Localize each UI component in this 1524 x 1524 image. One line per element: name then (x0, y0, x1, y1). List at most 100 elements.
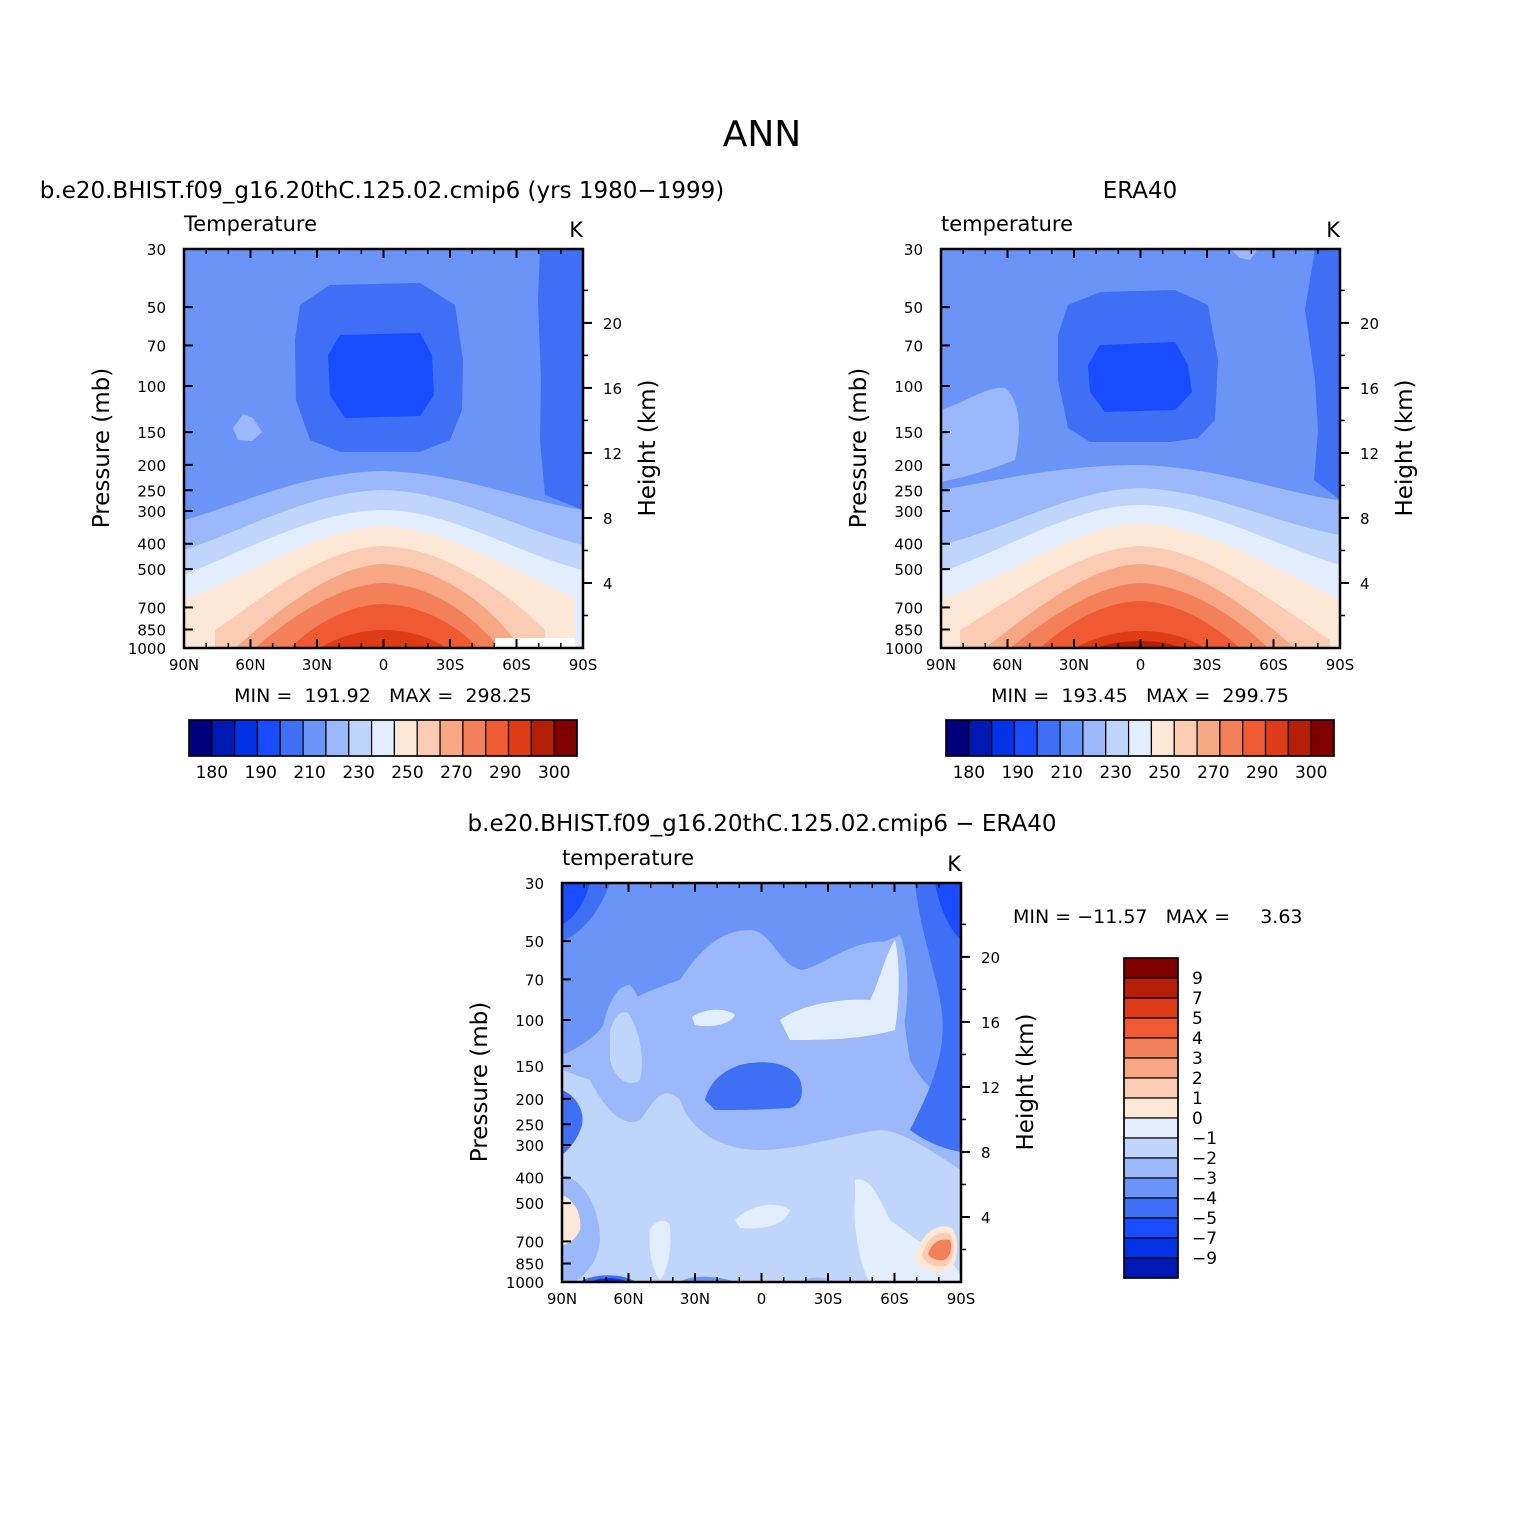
y-tick-label: 100 (894, 378, 923, 396)
x-tick-label: 30N (1059, 656, 1089, 674)
band-minus1-nh-low (649, 1220, 671, 1280)
colorbar-swatch (530, 719, 555, 757)
colorbar-label: 290 (1246, 763, 1278, 783)
colorbar-label: 190 (1002, 763, 1034, 783)
y2-tick-label: 4 (981, 1209, 991, 1227)
y-tick-label: 1000 (506, 1274, 544, 1292)
x-tick-label: 60N (235, 656, 265, 674)
x-tick-label: 90N (926, 656, 956, 674)
colorbar-label: 190 (245, 763, 277, 783)
colorbar-swatch (302, 719, 327, 757)
y2-tick-label: 8 (981, 1144, 991, 1162)
colorbar-swatch (1036, 719, 1061, 757)
colorbar-label: −2 (1192, 1149, 1217, 1169)
colorbar-swatch (1123, 997, 1179, 1019)
variable-label: Temperature (183, 212, 317, 236)
missing-data (495, 638, 575, 648)
units-label: K (947, 852, 962, 876)
colorbar-label: −7 (1192, 1229, 1217, 1249)
colorbar-label: 290 (489, 763, 521, 783)
colorbar-label: 210 (1050, 763, 1082, 783)
y2-tick-label: 12 (981, 1079, 1000, 1097)
colorbar-swatch (1123, 1097, 1179, 1119)
band-300 (290, 604, 478, 648)
y-tick-label: 850 (894, 622, 923, 640)
colorbar-swatch (279, 719, 304, 757)
y-tick-label: 250 (515, 1116, 544, 1134)
variable-label: temperature (562, 846, 694, 870)
y-tick-label: 200 (137, 457, 166, 475)
x-tick-label: 0 (379, 656, 389, 674)
y2-tick-label: 4 (1360, 575, 1370, 593)
y2-tick-label: 20 (1360, 315, 1379, 333)
colorbar: 180 190 210 230 250 270 290 300 (188, 719, 578, 783)
y-tick-label: 500 (894, 561, 923, 579)
y2-tick-label: 8 (603, 510, 613, 528)
colorbar-swatch (416, 719, 441, 757)
y-tick-label: 400 (515, 1170, 544, 1188)
x-tick-label: 30S (814, 1290, 843, 1308)
colorbar-swatch (1123, 1017, 1179, 1039)
x-tick-label: 30S (436, 656, 465, 674)
y2-axis-label: Height (km) (1392, 379, 1418, 516)
band-cold-core (1088, 342, 1192, 412)
colorbar-label: 230 (1099, 763, 1131, 783)
colorbar-swatch (1123, 1197, 1179, 1219)
colorbar-label: 250 (391, 763, 423, 783)
band-minus3-low-b (680, 1276, 735, 1282)
panel-title: b.e20.BHIST.f09_g16.20thC.125.02.cmip6 (… (40, 178, 724, 204)
variable-label: temperature (941, 212, 1073, 236)
x-tick-label: 30N (680, 1290, 710, 1308)
y-tick-label: 50 (525, 933, 544, 951)
axes: 90N 60N 30N 0 30S 60S 90S 30 50 70 100 150 200 250 300… (128, 241, 622, 674)
x-tick-label: 60S (502, 656, 531, 674)
colorbar-swatch (1123, 1057, 1179, 1079)
colorbar-swatch (553, 719, 578, 757)
colorbar-label: 180 (196, 763, 228, 783)
band-minus5-sh (935, 883, 961, 940)
y-tick-label: 400 (137, 536, 166, 554)
panel-title: b.e20.BHIST.f09_g16.20thC.125.02.cmip6 −… (468, 811, 1057, 837)
colorbar-swatch (1123, 977, 1179, 999)
min-max-stats: MIN = −11.57 MAX = 3.63 (1013, 906, 1303, 928)
panel-obs: ERA40 temperature K 90N 60N 30N 0 30S 60S 90S 3… (846, 178, 1418, 783)
y2-tick-label: 16 (603, 380, 622, 398)
y-tick-label: 150 (515, 1058, 544, 1076)
x-tick-label: 90N (169, 656, 199, 674)
x-tick-label: 60S (880, 1290, 909, 1308)
colorbar-swatch (462, 719, 487, 757)
y-tick-label: 500 (137, 561, 166, 579)
x-tick-label: 60S (1259, 656, 1288, 674)
colorbar-swatch (1123, 1157, 1179, 1179)
y-tick-label: 250 (137, 482, 166, 500)
x-tick-label: 90N (547, 1290, 577, 1308)
colorbar-swatch (1127, 719, 1153, 757)
band-minus3 (562, 883, 961, 1110)
y-tick-label: 700 (137, 599, 166, 617)
colorbar-label: 300 (538, 763, 570, 783)
colorbar-frame (945, 719, 1335, 757)
y-tick-label: 300 (894, 503, 923, 521)
y-tick-label: 100 (137, 378, 166, 396)
y-tick-label: 1000 (885, 640, 923, 658)
band-minus5-nh (562, 883, 590, 925)
colorbar-swatch (325, 719, 350, 757)
colorbar-label: 1 (1192, 1089, 1203, 1109)
colorbar: 180 190 210 230 250 270 290 300 (945, 719, 1335, 783)
colorbar-label: −4 (1192, 1189, 1217, 1209)
colorbar-swatch (1219, 719, 1244, 757)
y-tick-label: 50 (904, 299, 923, 317)
band-0-nh (562, 1195, 581, 1245)
colorbar-swatch (1123, 1237, 1179, 1259)
colorbar-swatch (1013, 719, 1038, 757)
colorbar-swatch (1123, 1137, 1179, 1159)
colorbar-label: −5 (1192, 1209, 1217, 1229)
colorbar-label: 270 (440, 763, 472, 783)
colorbar-swatch (1059, 719, 1084, 757)
colorbar-swatch (348, 719, 373, 757)
band-300 (1040, 601, 1240, 648)
y-tick-label: 70 (147, 337, 166, 355)
x-tick-label: 60N (992, 656, 1022, 674)
y-tick-label: 150 (894, 424, 923, 442)
